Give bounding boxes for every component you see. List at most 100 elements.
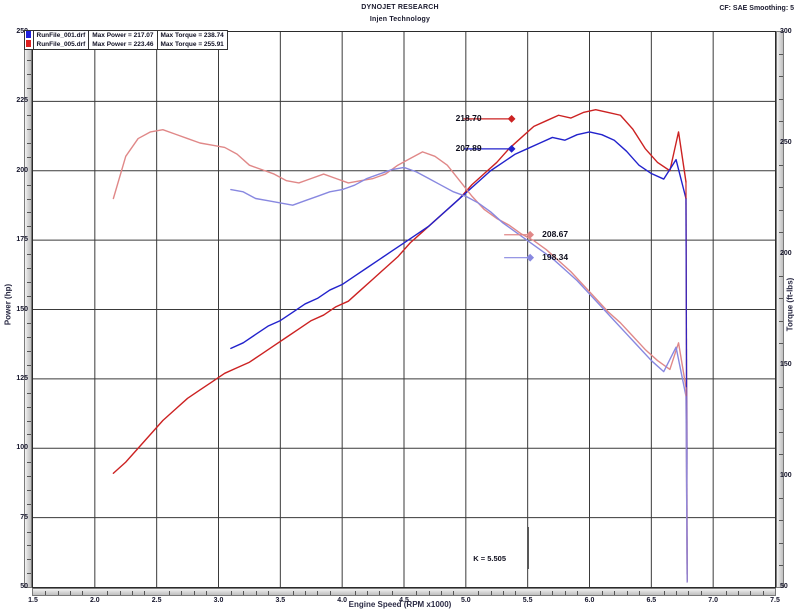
minor-tick <box>317 591 319 595</box>
y-tick-left-75: 75 <box>20 513 28 521</box>
minor-tick <box>391 591 393 595</box>
minor-tick <box>27 267 31 269</box>
minor-tick <box>502 591 504 595</box>
minor-tick <box>779 387 783 389</box>
legend-table: RunFile_001.drf Max Power = 217.07 Max Tor… <box>25 31 227 49</box>
x-tick-1.5: 1.5 <box>28 597 38 604</box>
minor-tick <box>27 115 31 117</box>
minor-tick <box>45 591 47 595</box>
minor-tick <box>292 591 294 595</box>
x-tick-7.5: 7.5 <box>770 597 780 604</box>
data-series-layer <box>112 109 688 583</box>
minor-tick <box>27 226 31 228</box>
legend-run-file: RunFile_005.drf <box>33 40 90 49</box>
minor-tick <box>27 129 31 131</box>
minor-tick <box>27 489 31 491</box>
legend-run-file: RunFile_001.drf <box>33 31 90 40</box>
callout-torque-blue: 198.34 <box>542 251 569 262</box>
minor-tick <box>27 351 31 353</box>
minor-tick <box>193 591 195 595</box>
minor-tick <box>428 591 430 595</box>
legend-max-torque: Max Torque = 238.74 <box>160 32 224 39</box>
bottom-axis-rail <box>32 588 776 596</box>
y-tick-right-200: 200 <box>780 250 792 257</box>
x-tick-3.5: 3.5 <box>275 597 286 604</box>
gridlines <box>33 32 775 587</box>
callout-markers <box>463 114 535 569</box>
plot-area <box>32 31 776 588</box>
minor-tick <box>243 591 245 595</box>
minor-tick <box>663 591 665 595</box>
minor-tick <box>27 143 31 144</box>
minor-tick <box>779 120 783 122</box>
y-axis-title-torque: Torque (ft-lbs) <box>785 277 795 332</box>
minor-tick <box>27 198 31 200</box>
x-tick-5: 5.0 <box>460 597 471 604</box>
y-tick-right-50: 50 <box>780 583 788 590</box>
chart-canvas <box>33 32 775 587</box>
y-axis-title-power: Power (hp) <box>3 283 13 326</box>
minor-tick <box>779 98 783 100</box>
k-value-label: K = 5.505 <box>473 554 507 563</box>
y-tick-left-250: 250 <box>16 28 28 35</box>
minor-tick <box>762 591 764 595</box>
x-axis-title: Engine Speed (RPM x1000) <box>348 600 452 609</box>
y-tick-right-300: 300 <box>780 28 792 35</box>
minor-tick <box>779 542 783 544</box>
y-tick-left-175: 175 <box>16 236 28 244</box>
minor-tick <box>779 320 783 322</box>
minor-tick <box>131 591 133 595</box>
minor-tick <box>82 591 84 595</box>
minor-tick <box>515 591 517 595</box>
minor-tick <box>626 591 628 595</box>
y-tick-left-150: 150 <box>16 305 28 313</box>
minor-tick <box>107 591 109 595</box>
x-tick-6.5: 6.5 <box>646 597 657 604</box>
x-tick-2: 2.0 <box>89 597 100 604</box>
y-tick-left-225: 225 <box>16 97 28 105</box>
minor-tick <box>70 591 72 595</box>
minor-tick <box>688 591 690 595</box>
minor-tick <box>144 591 146 595</box>
x-tick-6: 6.0 <box>584 597 595 604</box>
minor-tick <box>453 591 455 595</box>
series-line-3 <box>230 166 687 397</box>
y-tick-left-125: 125 <box>16 374 28 382</box>
minor-tick <box>230 591 232 595</box>
minor-tick <box>27 323 31 325</box>
minor-tick <box>779 76 783 78</box>
x-tick-3: 3.0 <box>213 597 224 604</box>
minor-tick <box>27 462 31 464</box>
minor-tick <box>552 591 554 595</box>
legend: RunFile_001.drf Max Power = 217.07 Max Tor… <box>24 30 228 50</box>
minor-tick <box>27 573 31 575</box>
minor-tick <box>725 591 727 595</box>
minor-tick <box>206 591 208 595</box>
minor-tick <box>27 503 31 505</box>
minor-tick <box>779 453 783 455</box>
minor-tick <box>27 406 31 408</box>
report-title: DYNOJET RESEARCH <box>361 4 439 11</box>
minor-tick <box>779 431 783 433</box>
y-tick-left-50: 50 <box>20 583 28 590</box>
correction-factor-info: CF: SAE Smoothing: 5 <box>719 5 794 12</box>
series-line-0 <box>112 109 687 474</box>
legend-row: RunFile_005.drf Max Power = 223.46 Max Tor… <box>25 40 227 49</box>
callout-torque-red: 208.67 <box>542 228 569 239</box>
minor-tick <box>27 281 31 283</box>
legend-max-power: Max Power = 217.07 <box>88 31 158 40</box>
x-tick-4: 4.0 <box>337 597 348 604</box>
x-tick-7: 7.0 <box>708 597 719 604</box>
legend-max-power: Max Power = 223.46 <box>88 40 158 49</box>
minor-tick <box>601 591 603 595</box>
minor-tick <box>779 298 783 300</box>
series-line-1 <box>230 131 687 350</box>
swatch-icon <box>26 40 31 48</box>
minor-tick <box>779 342 783 344</box>
swatch-icon <box>26 31 31 39</box>
minor-tick <box>779 564 783 566</box>
minor-tick <box>27 295 31 297</box>
series-tail-3 <box>685 396 688 583</box>
minor-tick <box>779 520 783 522</box>
minor-tick <box>27 87 31 89</box>
